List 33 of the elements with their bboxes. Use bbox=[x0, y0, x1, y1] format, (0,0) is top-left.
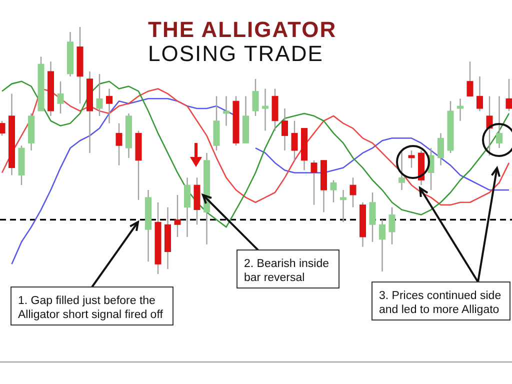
candlestick bbox=[116, 122, 122, 166]
text: 3. Prices continued side and led to more Alligato bbox=[379, 290, 502, 316]
candlestick bbox=[408, 150, 415, 168]
candlestick bbox=[223, 96, 230, 126]
text: LOSING TRADE bbox=[148, 41, 324, 66]
candlestick bbox=[506, 78, 512, 112]
candlestick bbox=[330, 180, 337, 203]
candlestick bbox=[369, 192, 376, 242]
candlestick bbox=[476, 76, 483, 112]
candlestick bbox=[174, 194, 181, 238]
candlestick bbox=[340, 189, 346, 223]
candlestick bbox=[106, 88, 112, 124]
candlestick bbox=[282, 108, 288, 152]
candlestick bbox=[496, 96, 502, 149]
chart-title: THE ALLIGATOR bbox=[148, 17, 337, 42]
candlestick bbox=[57, 80, 64, 114]
candlestick bbox=[438, 132, 444, 166]
candlestick bbox=[466, 60, 474, 97]
candlestick bbox=[457, 98, 464, 122]
candlestick bbox=[96, 73, 103, 117]
candlestick bbox=[350, 177, 356, 208]
candlestick bbox=[379, 219, 386, 272]
candlestick bbox=[291, 120, 298, 161]
candlestick bbox=[398, 150, 405, 191]
candlestick bbox=[310, 160, 318, 206]
candlestick bbox=[184, 177, 190, 238]
candlestick bbox=[262, 88, 268, 132]
text: 1. Gap filled just before the Alligator short signal fired off bbox=[18, 295, 164, 321]
candlestick bbox=[252, 78, 259, 117]
annotation: 2. Bearish inside bar reversal bbox=[244, 258, 330, 284]
candlestick bbox=[486, 96, 493, 156]
candlestick bbox=[0, 120, 6, 136]
candlestick bbox=[388, 206, 396, 245]
